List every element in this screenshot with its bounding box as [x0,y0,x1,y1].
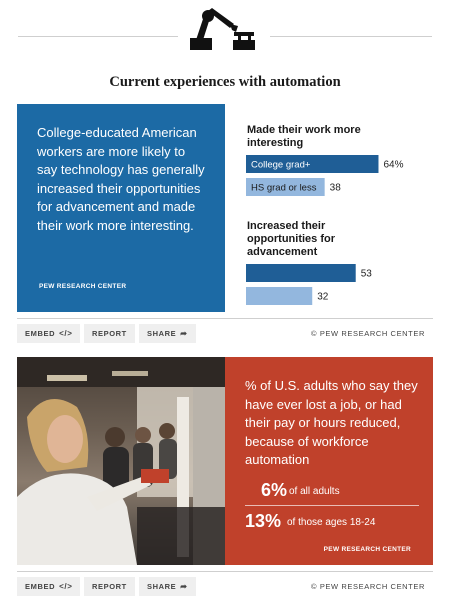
share-button[interactable]: SHARE ➦ [139,324,196,343]
quote-text: College-educated American workers are mo… [37,125,205,233]
share-label: SHARE [147,582,177,591]
report-button[interactable]: REPORT [84,324,135,343]
stat-divider [245,505,419,506]
action-bar-rule [17,571,433,572]
bar-value-label: 32 [317,292,329,303]
bar-value-label: 64% [383,160,403,171]
robot-arm-icon [190,8,255,50]
group-label: Increased their [247,220,326,232]
group-label: opportunities for [247,233,336,245]
share-icon: ➦ [180,329,188,338]
stat-value: 13% [245,511,282,531]
report-button[interactable]: REPORT [84,577,135,596]
code-icon: </> [59,582,73,591]
stat-credit: PEW RESEARCH CENTER [323,546,411,553]
group-label: Made their work more [247,124,361,136]
embed-label: EMBED [25,329,56,338]
action-credit: © PEW RESEARCH CENTER [311,329,425,338]
bar-value-label: 53 [361,269,373,280]
action-credit: © PEW RESEARCH CENTER [311,582,425,591]
embed-button[interactable]: EMBED </> [17,577,81,596]
bar-category-label: HS grad or less [251,183,317,194]
bar [246,287,313,305]
action-bar-top: EMBED </> REPORT SHARE ➦ © PEW RESEARCH CE… [17,318,433,344]
header-rule-right [270,36,432,37]
embed-button[interactable]: EMBED </> [17,324,81,343]
action-bar-bottom: EMBED </> REPORT SHARE ➦ © PEW RESEARCH CE… [17,571,433,597]
stat-description: % of U.S. adults who say they have ever … [245,378,418,467]
stat-panel: % of U.S. adults who say they have ever … [225,357,433,565]
photo-illustration [17,357,225,565]
share-label: SHARE [147,329,177,338]
bar-value-label: 38 [330,183,342,194]
stat-value: 6% [261,480,288,500]
header-rule-left [18,36,178,37]
stat-label: of all adults [289,486,340,497]
group-label: interesting [247,137,303,149]
bar [246,155,379,173]
bar-category-label: College grad+ [251,160,311,171]
bar [246,178,325,196]
office-photo [17,357,225,565]
group-label: advancement [247,246,318,258]
bar-chart: Made their work more interesting College g… [246,122,436,322]
quote-credit: PEW RESEARCH CENTER [39,283,127,290]
action-bar-rule [17,318,433,319]
quote-panel: College-educated American workers are mo… [17,104,225,312]
embed-label: EMBED [25,582,56,591]
bar [246,264,356,282]
page-title: Current experiences with automation [109,74,341,90]
share-icon: ➦ [180,582,188,591]
share-button[interactable]: SHARE ➦ [139,577,196,596]
code-icon: </> [59,329,73,338]
stat-label: of those ages 18-24 [287,517,376,528]
